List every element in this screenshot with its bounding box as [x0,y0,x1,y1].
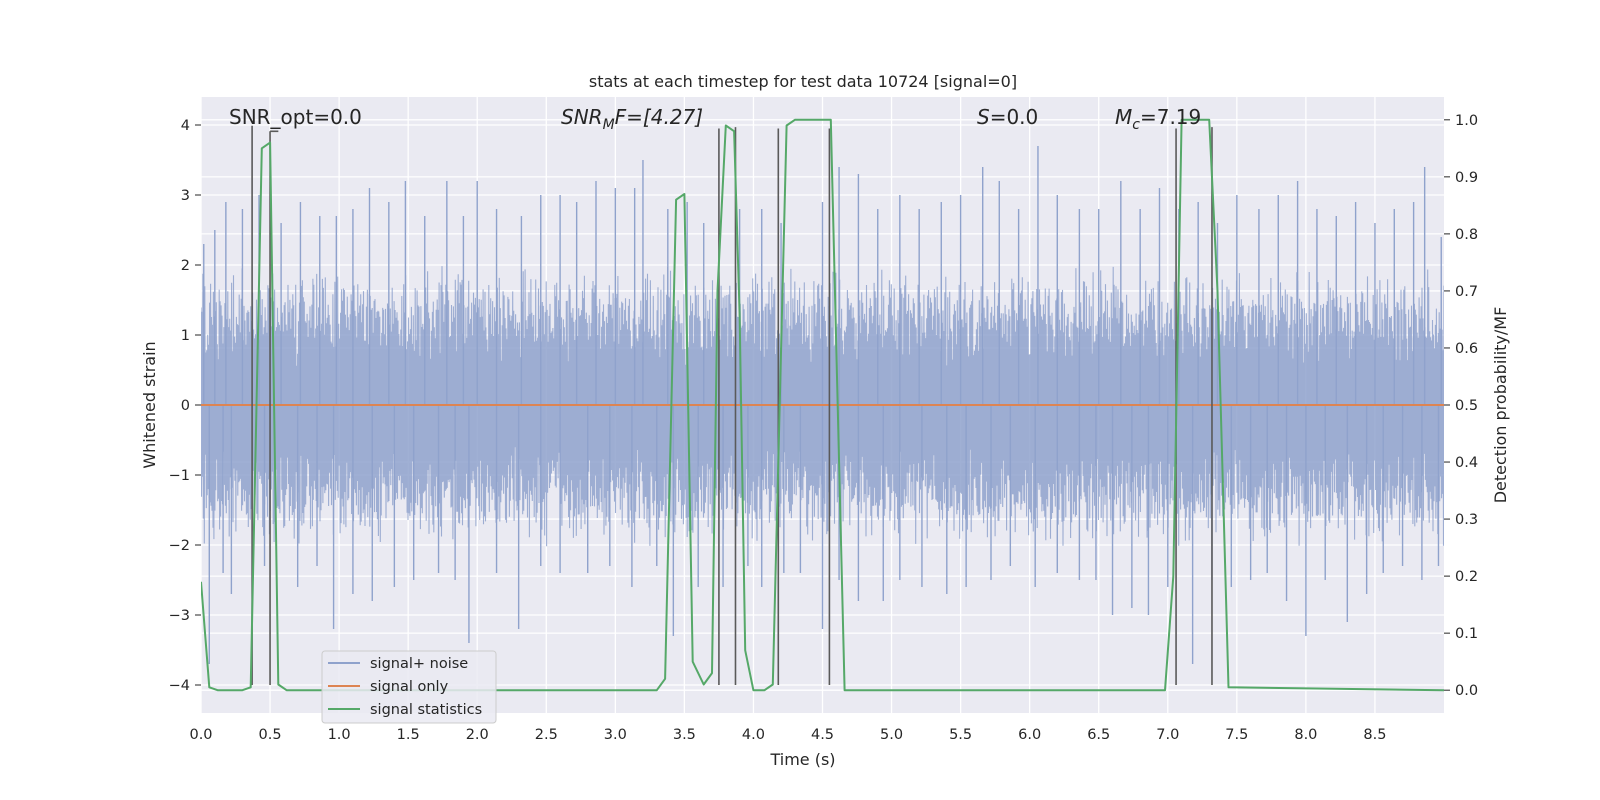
annotation-snr-mf-main: SNR [561,105,603,129]
x-tick-label: 7.0 [1156,727,1179,743]
annotation-snr-mf-rest: F=[4.27] [615,105,703,129]
left-y-tick-label: 2 [181,258,190,274]
annotation-mc-main: M [1115,105,1132,129]
chart-title: stats at each timestep for test data 107… [589,72,1017,91]
left-y-tick-label: −3 [169,608,190,624]
x-tick-label: 7.5 [1225,727,1248,743]
x-tick-label: 8.0 [1294,727,1317,743]
x-tick-label: 1.5 [397,727,420,743]
legend-box [321,650,497,724]
left-y-tick-label: 3 [181,188,190,204]
legend-label-signal-statistics: signal statistics [370,702,482,718]
x-axis-label: Time (s) [769,750,835,769]
x-tick-label: 6.5 [1087,727,1110,743]
plot-content [201,118,1444,692]
legend-label-signal-noise: signal+ noise [370,656,468,672]
annotation-mc-rest: =7.19 [1140,105,1201,129]
legend-label-signal-only: signal only [370,679,449,695]
left-y-tick-label: 1 [181,328,190,344]
signal-statistics-series [201,118,1444,692]
x-tick-label: 4.5 [811,727,834,743]
left-y-tick-label: −1 [169,468,190,484]
left-y-tick-label: −2 [169,538,190,554]
x-tick-label: 8.5 [1363,727,1386,743]
left-y-tick-label: 0 [181,398,190,414]
x-axis-ticks: 0.0 0.5 1.0 1.5 2.0 2.5 3.0 3.5 4.0 4.5 5.0 5.5 6.0 6… [189,727,1386,743]
x-tick-label: 2.5 [535,727,558,743]
right-y-axis-label: Detection probability/MF [1491,307,1510,504]
x-tick-label: 6.0 [1018,727,1041,743]
vertical-markers [251,125,1213,685]
x-tick-label: 4.0 [742,727,765,743]
annotation-snr-mf: SNRMF=[4.27] [561,105,703,133]
x-tick-label: 1.0 [328,727,351,743]
left-y-axis-ticks: 4 3 2 1 0 −1 −2 −3 −4 [169,118,201,694]
right-y-tick-label: 0.3 [1455,512,1478,528]
right-y-tick-label: 0.4 [1455,455,1478,471]
right-y-tick-label: 0.6 [1455,341,1478,357]
left-y-tick-label: 4 [181,118,190,134]
x-tick-label: 0.0 [189,727,212,743]
annotation-s-rest: =0.0 [990,105,1039,129]
right-y-tick-label: 1.0 [1455,113,1478,129]
annotation-snr-opt: SNR_opt=0.0 [229,105,362,129]
x-tick-label: 0.5 [259,727,282,743]
annotation-snr-mf-sub: M [603,117,615,133]
annotation-s-main: S [977,105,990,129]
x-tick-label: 5.5 [949,727,972,743]
right-y-tick-label: 0.2 [1455,569,1478,585]
right-y-axis-ticks: 1.0 0.9 0.8 0.7 0.6 0.5 0.4 0.3 0.2 0.1 0.0 [1444,113,1478,699]
right-y-tick-label: 0.8 [1455,227,1478,243]
annotation-mc-sub: c [1132,117,1140,133]
x-tick-label: 5.0 [880,727,903,743]
right-y-tick-label: 0.9 [1455,170,1478,186]
right-y-tick-label: 0.7 [1455,284,1478,300]
x-tick-label: 3.5 [673,727,696,743]
right-y-tick-label: 0.0 [1455,683,1478,699]
legend: signal+ noise signal only signal statist… [321,650,497,724]
right-y-tick-label: 0.1 [1455,626,1478,642]
x-tick-label: 2.0 [466,727,489,743]
left-y-tick-label: −4 [169,678,190,694]
x-tick-label: 3.0 [604,727,627,743]
annotation-mc: Mc=7.19 [1115,105,1201,133]
signal-statistics-line [201,118,1444,692]
right-y-tick-label: 0.5 [1455,398,1478,414]
annotation-s: S=0.0 [977,105,1038,129]
left-y-axis-label: Whitened strain [140,341,159,468]
